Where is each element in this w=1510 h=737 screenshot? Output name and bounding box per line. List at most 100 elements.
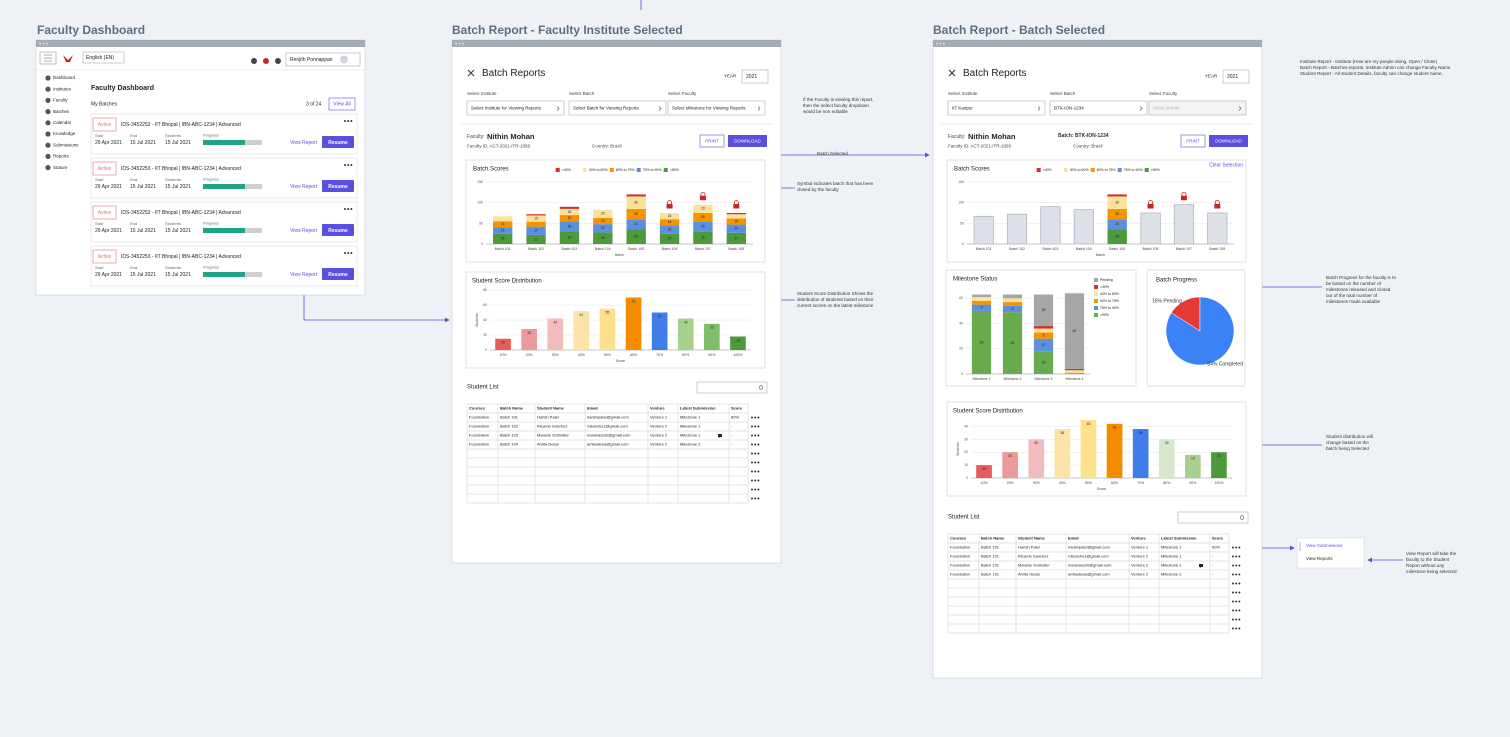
- column-header: Venture: [1131, 536, 1146, 541]
- bar-segment: [1140, 224, 1161, 235]
- x-tick-label: 40%: [1059, 481, 1066, 485]
- x-tick-label: Batch 101: [976, 247, 992, 251]
- bar-segment: [626, 194, 646, 197]
- segment-label: 5: [981, 306, 983, 310]
- field-value: 29 Apr 2021: [95, 184, 122, 190]
- filter-select[interactable]: [568, 100, 667, 116]
- bar-segment: [1140, 212, 1161, 220]
- more-icon: [1238, 555, 1241, 558]
- bar-segment: [1033, 328, 1054, 333]
- menu-item[interactable]: View Submissions: [1306, 543, 1343, 548]
- more-icon: [757, 488, 760, 491]
- filter-value: Nithin Mohan: [1153, 106, 1180, 111]
- bar-label: 38: [1061, 431, 1065, 435]
- clear-selection[interactable]: Clear Selection: [1209, 162, 1243, 168]
- chart-title: Student Score Distribution: [472, 279, 542, 285]
- legend-label: 40% to 60%: [1070, 168, 1089, 172]
- table-cell: Ricardo Sanchez: [1018, 554, 1048, 559]
- resume-button[interactable]: [322, 268, 354, 280]
- bar-segment: [493, 227, 513, 234]
- download-button[interactable]: [1209, 135, 1248, 147]
- bar-outline: [1207, 212, 1228, 245]
- x-tick-label: 50%: [604, 353, 611, 357]
- filter-select[interactable]: [1049, 100, 1148, 116]
- resume-button[interactable]: [322, 224, 354, 236]
- annotation: closed by the faculty: [797, 187, 839, 192]
- search-box[interactable]: [696, 381, 768, 394]
- bar-label: 42: [1113, 426, 1117, 430]
- filter-select[interactable]: [667, 100, 766, 116]
- print-button[interactable]: [699, 134, 725, 148]
- segment-label: 20: [601, 226, 605, 230]
- legend-swatch: [1094, 306, 1098, 310]
- y-tick-label: 60: [959, 296, 963, 300]
- more-icon: [751, 488, 753, 491]
- filter-select[interactable]: [466, 100, 565, 116]
- bar-segment: [559, 206, 580, 209]
- filter-select[interactable]: [947, 100, 1046, 116]
- view-report-link[interactable]: View Report: [290, 228, 318, 234]
- table-cell: Foundation: [950, 554, 970, 559]
- bar-segment: [1040, 208, 1061, 216]
- more-icon: [751, 479, 753, 482]
- legend-label: 60% to 75%: [1097, 168, 1116, 172]
- bar-segment: [626, 208, 646, 220]
- chart-title: Student Score Distribution: [953, 409, 1023, 415]
- report-title: Batch Reports: [963, 68, 1026, 79]
- chart-card: [465, 159, 766, 263]
- bar-segment: [593, 209, 613, 218]
- search-box[interactable]: [1177, 511, 1249, 524]
- nav-icon: [263, 58, 269, 64]
- field-label: Students: [165, 265, 181, 270]
- view-all-button[interactable]: [328, 97, 356, 111]
- annotation: distribution of students based on their: [797, 297, 874, 302]
- field-value: 29 Apr 2021: [95, 140, 122, 146]
- bar: [547, 318, 564, 350]
- year: 2021: [746, 74, 757, 80]
- segment-label: 35: [1115, 235, 1119, 239]
- lock-shackle: [733, 200, 739, 204]
- legend-swatch: [1094, 285, 1098, 289]
- table-cell: Milestone 1: [680, 424, 701, 429]
- more-icon: [1232, 609, 1234, 612]
- legend-label: 75% to 90%: [643, 168, 662, 172]
- more-icon: [1238, 582, 1241, 585]
- view-report-link[interactable]: View Report: [290, 184, 318, 190]
- sidebar-item: Faculty: [53, 98, 68, 103]
- print-button[interactable]: [1180, 134, 1206, 148]
- resume-button[interactable]: [322, 180, 354, 192]
- bar: [1158, 439, 1175, 478]
- view-report-link[interactable]: View Report: [290, 272, 318, 278]
- segment-label: 20: [701, 207, 705, 211]
- bar-segment: [1002, 305, 1023, 313]
- legend-label: 75% to 90%: [1124, 168, 1143, 172]
- batch-card: [90, 245, 358, 287]
- resume-button[interactable]: [322, 136, 354, 148]
- x-tick-label: 40%: [578, 353, 585, 357]
- bar-segment: [593, 217, 613, 225]
- pie-label: 84% Completed: [1207, 361, 1243, 367]
- table-cell: Venture 1: [650, 415, 668, 420]
- year-select: [1222, 69, 1250, 84]
- bar-label: 15: [501, 341, 505, 345]
- x-tick-label: 60%: [1111, 481, 1118, 485]
- table-cell: 60%: [731, 415, 739, 420]
- more-icon: [1235, 555, 1238, 558]
- segment-label: 15: [668, 214, 672, 218]
- segment-label: 15: [534, 216, 538, 220]
- search-icon: [758, 385, 764, 390]
- more-icon: [1238, 591, 1241, 594]
- view-report-link[interactable]: View Report: [290, 140, 318, 146]
- bar-segment: [659, 225, 680, 234]
- year: 2021: [1227, 74, 1238, 80]
- menu-item[interactable]: View Reports: [1306, 556, 1333, 561]
- x-tick-label: 80%: [682, 353, 689, 357]
- batch-card: [90, 113, 358, 155]
- bar-label: 38: [1139, 431, 1143, 435]
- download-button[interactable]: [728, 135, 767, 147]
- filter-label: Select Institute: [948, 91, 978, 96]
- column-header: Venture: [650, 406, 665, 411]
- y-tick-label: 0: [481, 242, 483, 246]
- segment-label: 18: [1042, 361, 1046, 365]
